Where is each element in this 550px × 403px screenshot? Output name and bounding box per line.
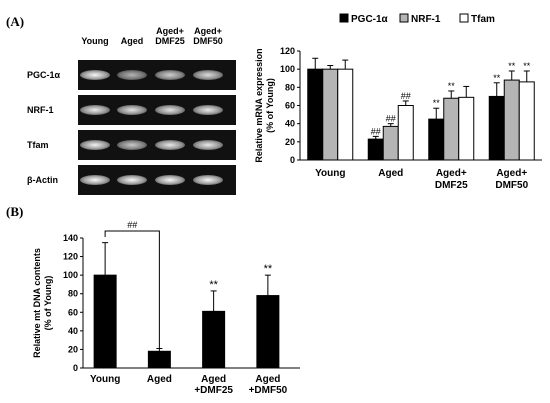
gel-band bbox=[117, 70, 147, 80]
bar bbox=[367, 138, 384, 161]
bar bbox=[503, 79, 520, 161]
bar bbox=[322, 68, 339, 161]
gel-band bbox=[80, 175, 110, 185]
legend-swatch bbox=[459, 13, 469, 23]
y-tick-label: 20 bbox=[68, 344, 78, 354]
gel-lane-label: Aged+ DMF50 bbox=[193, 26, 223, 46]
gel-lane-label: Aged+ DMF25 bbox=[155, 26, 185, 46]
gel-band bbox=[117, 175, 147, 185]
bracket-label: ## bbox=[127, 220, 137, 230]
gel-band bbox=[80, 70, 110, 80]
gel-row-label: Tfam bbox=[27, 140, 49, 150]
bar bbox=[202, 310, 226, 369]
x-tick-label: Aged bbox=[147, 374, 172, 385]
y-tick-label: 100 bbox=[63, 270, 78, 280]
gel-row-label: NRF-1 bbox=[27, 105, 54, 115]
y-tick-label: 100 bbox=[280, 64, 295, 74]
gel-band bbox=[117, 140, 147, 150]
bar bbox=[443, 97, 460, 161]
gel-lane-label: Aged bbox=[120, 36, 144, 46]
y-tick-label: 80 bbox=[68, 289, 78, 299]
y-tick-label: 20 bbox=[285, 137, 295, 147]
bar bbox=[428, 118, 445, 161]
gel-band bbox=[193, 70, 223, 80]
bar bbox=[382, 125, 399, 161]
y-tick-label: 40 bbox=[285, 119, 295, 129]
panel-a-label: (A) bbox=[6, 14, 25, 29]
y-tick-label: 0 bbox=[290, 155, 295, 165]
significance-mark: ** bbox=[433, 98, 441, 108]
y-axis-label: Relative mRNA expression bbox=[254, 48, 264, 162]
y-tick-label: 80 bbox=[285, 82, 295, 92]
gel-band bbox=[117, 105, 147, 115]
bar bbox=[93, 274, 117, 369]
significance-mark: ** bbox=[264, 263, 273, 275]
x-tick-label: Aged+DMF50 bbox=[495, 168, 528, 191]
legend-label: Tfam bbox=[471, 14, 495, 25]
legend-label: PGC-1α bbox=[351, 14, 389, 25]
gel-band bbox=[193, 175, 223, 185]
y-tick-label: 140 bbox=[63, 233, 78, 243]
bar bbox=[337, 68, 354, 161]
bar bbox=[458, 96, 475, 161]
gel-band bbox=[193, 105, 223, 115]
gel-band bbox=[193, 140, 223, 150]
x-tick-label: Aged+DMF50 bbox=[249, 374, 288, 396]
x-tick-label: Young bbox=[315, 168, 345, 179]
significance-mark: ## bbox=[386, 114, 396, 124]
bar bbox=[397, 105, 414, 161]
gel-band bbox=[155, 175, 185, 185]
y-axis-label: (% of Young) bbox=[43, 276, 53, 331]
gel-band bbox=[155, 140, 185, 150]
legend-swatch bbox=[399, 13, 409, 23]
gel-row-label: β-Actin bbox=[27, 175, 58, 185]
gel-band bbox=[80, 105, 110, 115]
significance-mark: ## bbox=[371, 126, 381, 136]
legend-label: NRF-1 bbox=[411, 14, 441, 25]
legend-swatch bbox=[339, 13, 349, 23]
x-tick-label: Aged bbox=[378, 168, 403, 179]
significance-mark: ** bbox=[493, 73, 501, 83]
significance-mark: ** bbox=[448, 81, 456, 91]
y-axis-label: (% of Young) bbox=[265, 78, 275, 133]
y-axis-label: Relative mt DNA contents bbox=[32, 248, 42, 358]
significance-mark: ** bbox=[508, 61, 516, 71]
significance-mark: ** bbox=[209, 279, 218, 291]
bar bbox=[518, 81, 535, 161]
gel-lane-label: Young bbox=[81, 36, 109, 46]
x-tick-label: Aged+DMF25 bbox=[435, 168, 468, 191]
y-tick-label: 0 bbox=[73, 363, 78, 373]
gel-band bbox=[80, 140, 110, 150]
bar bbox=[488, 95, 505, 161]
bar bbox=[147, 350, 171, 369]
y-tick-label: 60 bbox=[285, 101, 295, 111]
significance-bracket bbox=[104, 230, 160, 349]
panel-b-label: (B) bbox=[6, 204, 24, 219]
gel-band bbox=[155, 105, 185, 115]
y-tick-label: 120 bbox=[280, 46, 295, 56]
gel-band bbox=[155, 70, 185, 80]
bar bbox=[307, 68, 324, 161]
gel-row-label: PGC-1α bbox=[27, 70, 61, 80]
y-tick-label: 60 bbox=[68, 307, 78, 317]
significance-mark: ** bbox=[523, 61, 531, 71]
y-tick-label: 40 bbox=[68, 326, 78, 336]
x-tick-label: Aged+DMF25 bbox=[194, 374, 233, 396]
x-tick-label: Young bbox=[90, 374, 120, 385]
significance-mark: ## bbox=[401, 91, 411, 101]
bar bbox=[256, 295, 280, 369]
y-tick-label: 120 bbox=[63, 252, 78, 262]
